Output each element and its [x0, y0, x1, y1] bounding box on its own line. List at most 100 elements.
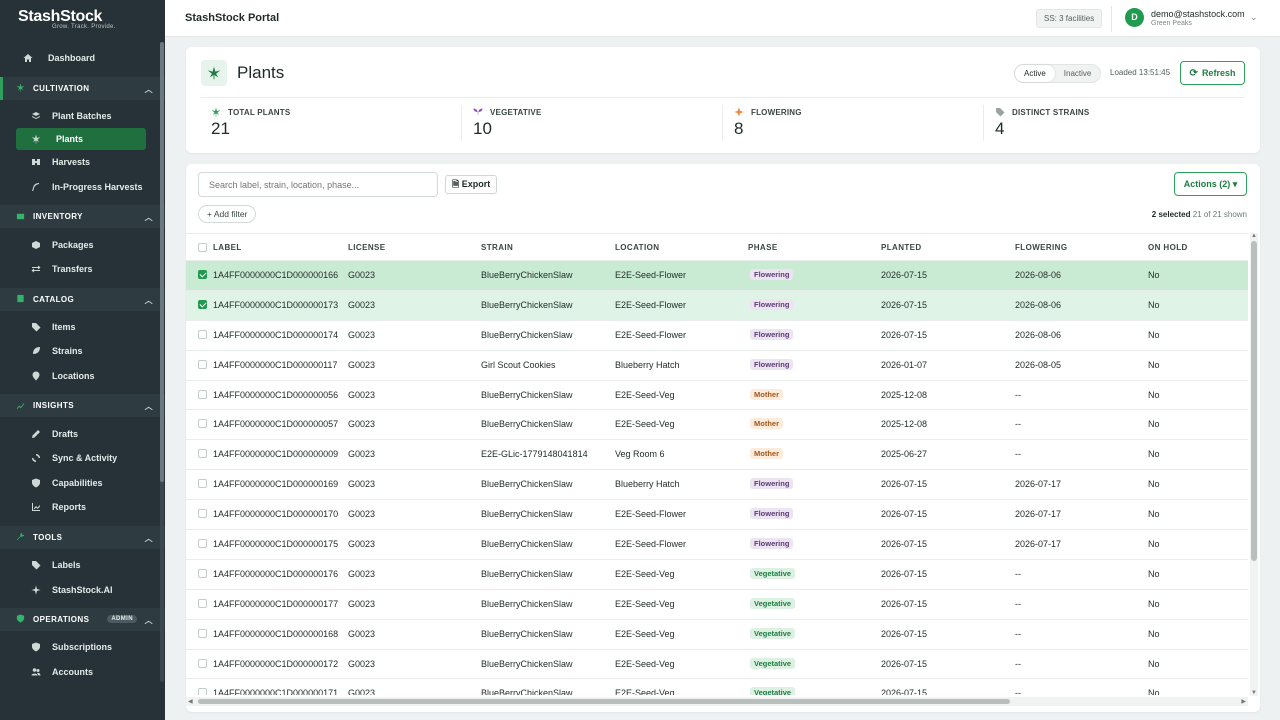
sidebar-item-transfers[interactable]: Transfers: [0, 257, 165, 282]
sidebar-section-operations[interactable]: OPERATIONS ADMIN ︿: [0, 607, 165, 631]
column-header-planted[interactable]: PLANTED: [881, 243, 922, 252]
table-row[interactable]: 1A4FF0000000C1D000000173 G0023 BlueBerryCh…: [186, 290, 1248, 321]
toggle-inactive[interactable]: Inactive: [1063, 69, 1092, 78]
cell-flowering: --: [1015, 389, 1021, 400]
sidebar-section-tools[interactable]: TOOLS ︿: [0, 525, 165, 549]
sidebar-item-labels[interactable]: Labels: [0, 553, 165, 578]
column-header-location[interactable]: LOCATION: [615, 243, 660, 252]
table-row[interactable]: 1A4FF0000000C1D000000056 G0023 BlueBerryCh…: [186, 381, 1248, 411]
sidebar-item-sync-activity[interactable]: Sync & Activity: [0, 446, 165, 471]
row-checkbox[interactable]: [198, 449, 207, 459]
row-checkbox[interactable]: [198, 479, 207, 489]
table-vertical-scrollbar[interactable]: ▲ ▼: [1250, 233, 1258, 696]
table-row[interactable]: 1A4FF0000000C1D000000009 G0023 E2E-GLic-17…: [186, 440, 1248, 471]
refresh-button[interactable]: ⟳ Refresh: [1180, 61, 1245, 85]
row-checkbox[interactable]: [198, 299, 207, 309]
row-checkbox[interactable]: [198, 419, 207, 429]
table-row[interactable]: 1A4FF0000000C1D000000170 G0023 BlueBerryCh…: [186, 500, 1248, 531]
brand-logo[interactable]: StashStock Grow. Track. Provide.: [0, 0, 165, 38]
column-header-phase[interactable]: PHASE: [748, 243, 778, 252]
scrollbar-thumb[interactable]: [1251, 241, 1257, 561]
table-row[interactable]: 1A4FF0000000C1D000000169 G0023 BlueBerryCh…: [186, 470, 1248, 501]
facilities-badge[interactable]: SS: 3 facilities: [1036, 9, 1103, 28]
table-row[interactable]: 1A4FF0000000C1D000000117 G0023 Girl Scout …: [186, 351, 1248, 381]
select-all-checkbox[interactable]: [198, 243, 207, 252]
column-header-license[interactable]: LICENSE: [348, 243, 386, 252]
column-header-flowering[interactable]: FLOWERING: [1015, 243, 1068, 252]
sidebar-scrollbar-thumb[interactable]: [160, 42, 164, 482]
brand-tagline: Grow. Track. Provide.: [52, 24, 116, 30]
sidebar-item-strains[interactable]: Strains: [0, 339, 165, 364]
table-row[interactable]: 1A4FF0000000C1D000000177 G0023 BlueBerryCh…: [186, 590, 1248, 620]
row-checkbox[interactable]: [198, 688, 207, 695]
row-checkbox[interactable]: [198, 628, 207, 638]
scroll-left-icon[interactable]: ◀: [188, 699, 193, 705]
table-row[interactable]: 1A4FF0000000C1D000000175 G0023 BlueBerryCh…: [186, 530, 1248, 560]
table-row[interactable]: 1A4FF0000000C1D000000174 G0023 BlueBerryCh…: [186, 321, 1248, 351]
sidebar-item-locations[interactable]: Locations: [0, 364, 165, 389]
row-checkbox[interactable]: [198, 568, 207, 578]
table-row[interactable]: 1A4FF0000000C1D000000171 G0023 BlueBerryCh…: [186, 679, 1248, 695]
table-row[interactable]: 1A4FF0000000C1D000000057 G0023 BlueBerryCh…: [186, 410, 1248, 441]
cell-location: Blueberry Hatch: [615, 479, 680, 490]
row-checkbox[interactable]: [198, 270, 207, 279]
strain-icon: [30, 345, 42, 357]
stat-total-plants: TOTAL PLANTS 21: [211, 107, 290, 143]
avatar[interactable]: D: [1125, 8, 1144, 27]
export-button[interactable]: 🗎 Export: [445, 175, 498, 194]
row-checkbox[interactable]: [198, 598, 207, 608]
sidebar-item-reports[interactable]: Reports: [0, 495, 165, 520]
phase-badge: Flowering: [750, 269, 794, 280]
sidebar-item-label: Accounts: [52, 666, 94, 677]
actions-button[interactable]: Actions (2) ▾: [1174, 172, 1247, 196]
plus-icon: +: [207, 209, 212, 219]
cell-flowering: 2026-07-17: [1015, 479, 1062, 490]
cell-strain: BlueBerryChickenSlaw: [481, 479, 573, 490]
sidebar-section-inventory[interactable]: INVENTORY ︿: [0, 205, 165, 229]
toggle-active[interactable]: Active: [1015, 65, 1055, 82]
chevron-down-icon[interactable]: ⌄: [1250, 12, 1258, 22]
cell-license: G0023: [348, 270, 376, 280]
sidebar-item-dashboard[interactable]: Dashboard: [0, 46, 165, 71]
sidebar-item-subscriptions[interactable]: Subscriptions: [0, 635, 165, 660]
row-checkbox[interactable]: [198, 658, 207, 668]
row-checkbox[interactable]: [198, 389, 207, 399]
sidebar-item-label: Capabilities: [52, 477, 103, 488]
row-checkbox[interactable]: [198, 509, 207, 519]
row-checkbox[interactable]: [198, 359, 207, 369]
scrollbar-thumb[interactable]: [198, 699, 1010, 704]
refresh-label: Refresh: [1201, 68, 1236, 78]
table-row[interactable]: 1A4FF0000000C1D000000172 G0023 BlueBerryCh…: [186, 650, 1248, 680]
sidebar-item-stashstock-ai[interactable]: StashStock.AI: [0, 577, 165, 602]
sidebar-section-catalog[interactable]: CATALOG ︿: [0, 287, 165, 311]
sidebar-item-in-progress-harvests[interactable]: In-Progress Harvests: [0, 175, 165, 200]
sidebar-section-insights[interactable]: INSIGHTS ︿: [0, 394, 165, 418]
sidebar-item-plant-batches[interactable]: Plant Batches: [0, 104, 165, 129]
search-input[interactable]: [198, 172, 438, 197]
cell-license: G0023: [348, 299, 376, 310]
table-row[interactable]: 1A4FF0000000C1D000000168 G0023 BlueBerryCh…: [186, 620, 1248, 650]
sidebar-item-packages[interactable]: Packages: [0, 232, 165, 257]
add-filter-button[interactable]: + Add filter: [198, 205, 257, 223]
sidebar-item-harvests[interactable]: Harvests: [0, 150, 165, 175]
stat-label: DISTINCT STRAINS: [1012, 107, 1090, 117]
column-header-strain[interactable]: STRAIN: [481, 243, 514, 252]
sidebar-item-accounts[interactable]: Accounts: [0, 660, 165, 685]
table-horizontal-scrollbar[interactable]: ◀ ▶: [186, 697, 1248, 706]
table-row[interactable]: 1A4FF0000000C1D000000166 G0023 BlueBerryCh…: [186, 261, 1248, 291]
cell-planted: 2026-07-15: [881, 270, 928, 280]
row-checkbox[interactable]: [198, 539, 207, 549]
sidebar-item-plants[interactable]: Plants: [16, 128, 146, 151]
table-row[interactable]: 1A4FF0000000C1D000000176 G0023 BlueBerryCh…: [186, 560, 1248, 590]
scroll-down-icon[interactable]: ▼: [1251, 690, 1257, 696]
scroll-right-icon[interactable]: ▶: [1241, 699, 1246, 705]
sidebar-section-cultivation[interactable]: CULTIVATION ︿: [0, 76, 165, 100]
column-header-label[interactable]: LABEL: [213, 243, 242, 252]
sidebar-item-capabilities[interactable]: Capabilities: [0, 471, 165, 496]
sidebar-item-items[interactable]: Items: [0, 315, 165, 340]
user-email[interactable]: demo@stashstock.com: [1151, 9, 1245, 19]
scroll-up-icon[interactable]: ▲: [1251, 233, 1257, 239]
row-checkbox[interactable]: [198, 329, 207, 339]
sidebar-item-drafts[interactable]: Drafts: [0, 421, 165, 446]
column-header-on-hold[interactable]: ON HOLD: [1148, 243, 1188, 252]
